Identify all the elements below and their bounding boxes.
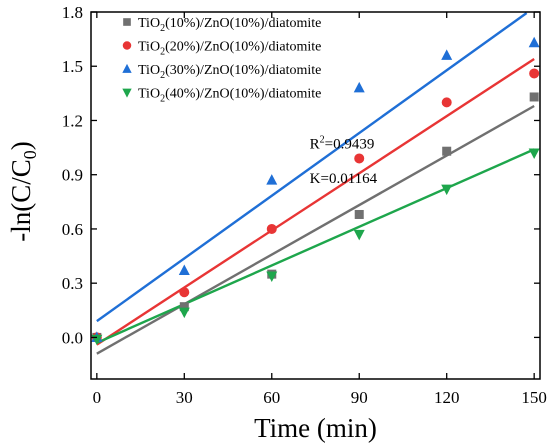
legend-label-sub: 2 xyxy=(160,47,165,58)
y-axis-title-main: -ln(C/C xyxy=(6,159,36,242)
legend-label-series-3: TiO2(30%)/ZnO(10%)/diatomite xyxy=(138,63,321,81)
data-point-series-1 xyxy=(529,92,539,102)
y-tick-label: 1.8 xyxy=(62,3,83,22)
annotation-sup: 2 xyxy=(320,134,325,145)
legend-label-part: TiO xyxy=(138,63,160,78)
data-markers xyxy=(91,36,540,346)
y-axis-title-sub: 0 xyxy=(20,150,40,159)
data-point-series-3 xyxy=(266,174,278,185)
fit-line-series-2 xyxy=(96,58,535,346)
y-tick-label: 0.3 xyxy=(62,274,83,293)
y-tick-label: 0.0 xyxy=(62,328,83,347)
legend-label-sub: 2 xyxy=(160,23,165,34)
data-point-series-4 xyxy=(528,148,540,160)
fit-line-series-3 xyxy=(96,12,528,323)
x-tick-label: 150 xyxy=(521,388,547,407)
data-point-series-2 xyxy=(266,223,277,234)
x-tick-label: 0 xyxy=(93,388,102,407)
data-point-series-1 xyxy=(354,209,364,219)
data-point-series-1 xyxy=(442,146,452,156)
data-point-series-3 xyxy=(353,81,365,93)
x-tick-label: 60 xyxy=(263,388,280,407)
data-point-series-2 xyxy=(354,153,365,164)
legend-label-part: (40%)/ZnO(10%)/diatomite xyxy=(165,87,321,102)
legend-label-series-2: TiO2(20%)/ZnO(10%)/diatomite xyxy=(138,40,321,58)
legend-label-series-4: TiO2(40%)/ZnO(10%)/diatomite xyxy=(138,87,321,105)
fit-annotation-1: R2=0.9439 xyxy=(310,134,375,152)
legend-marker-series-2 xyxy=(122,41,132,50)
legend-marker-series-1 xyxy=(123,18,131,26)
x-tick-label: 30 xyxy=(176,388,193,407)
x-tick-label: 120 xyxy=(434,388,460,407)
legend-marker-series-4 xyxy=(122,88,132,98)
legend-label-part: TiO xyxy=(138,40,160,55)
legend-label-part: TiO xyxy=(138,87,160,102)
data-point-series-2 xyxy=(529,68,540,79)
fit-annotations: R2=0.9439 K=0.01164 xyxy=(310,134,378,186)
data-point-series-4 xyxy=(178,307,190,319)
annotation-part: R xyxy=(310,136,320,152)
fit-line-series-4 xyxy=(96,148,535,344)
y-axis-title-close: ) xyxy=(6,141,36,150)
data-point-series-3 xyxy=(528,36,540,48)
data-point-series-1 xyxy=(179,302,189,312)
data-point-series-3 xyxy=(441,49,453,60)
data-point-series-2 xyxy=(179,287,190,298)
y-tick-label: 1.5 xyxy=(62,57,83,76)
plot-frame xyxy=(90,11,541,380)
y-tick-label: 1.2 xyxy=(62,111,83,130)
legend-label-sub: 2 xyxy=(160,94,165,105)
legend: TiO2(10%)/ZnO(10%)/diatomiteTiO2(20%)/Zn… xyxy=(122,16,321,105)
data-point-series-3 xyxy=(178,264,190,276)
data-point-series-2 xyxy=(441,97,452,108)
fit-line-series-1 xyxy=(96,104,535,355)
legend-marker-series-3 xyxy=(122,63,132,73)
axis-ticks: 0 30 60 90 120 150 0.0 0.3 0.6 0.9 1.2 1.5 1.8 xyxy=(62,3,547,407)
legend-label-sub: 2 xyxy=(160,70,165,81)
y-axis-title: -ln(C/C0) xyxy=(6,141,40,242)
x-tick-label: 90 xyxy=(351,388,368,407)
fit-lines xyxy=(96,12,535,355)
data-point-series-4 xyxy=(441,184,453,196)
annotation-part: =0.9439 xyxy=(325,136,375,152)
legend-label-part: (30%)/ZnO(10%)/diatomite xyxy=(165,63,321,78)
y-tick-label: 0.9 xyxy=(62,166,83,185)
data-point-series-4 xyxy=(353,229,365,241)
legend-label-part: TiO xyxy=(138,16,160,31)
data-point-series-4 xyxy=(266,271,278,282)
legend-label-part: (20%)/ZnO(10%)/diatomite xyxy=(165,40,321,55)
fit-annotation-2: K=0.01164 xyxy=(310,171,378,187)
y-tick-label: 0.6 xyxy=(62,220,83,239)
legend-label-part: (10%)/ZnO(10%)/diatomite xyxy=(165,16,321,31)
legend-label-series-1: TiO2(10%)/ZnO(10%)/diatomite xyxy=(138,16,321,34)
x-axis-title: Time (min) xyxy=(254,413,377,443)
